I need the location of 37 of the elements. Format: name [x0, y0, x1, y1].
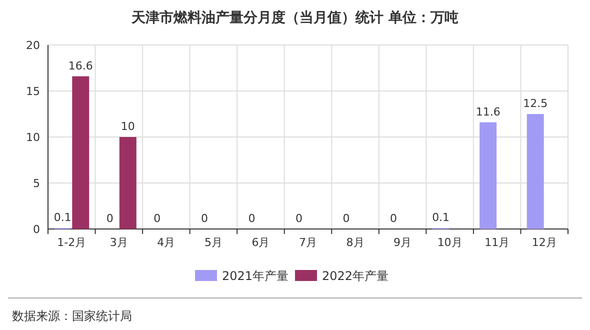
- data-label: 0: [200, 212, 208, 225]
- bar: [119, 137, 136, 229]
- x-tick-label: 12月: [532, 236, 557, 249]
- y-tick-label: 20: [26, 39, 40, 52]
- bar: [526, 114, 544, 229]
- data-label: 0.1: [54, 211, 72, 224]
- bar: [480, 122, 497, 229]
- y-tick-label: 5: [33, 177, 40, 190]
- x-tick-label: 8月: [346, 236, 364, 249]
- x-tick-label: 7月: [299, 236, 317, 249]
- data-label: 0: [154, 212, 161, 225]
- x-tick-label: 11月: [484, 236, 510, 249]
- data-label: 16.6: [68, 59, 93, 72]
- data-label: 0.1: [432, 211, 450, 224]
- y-tick-label: 0: [33, 223, 40, 236]
- data-label: 0: [342, 212, 350, 225]
- x-tick-label: 6月: [252, 236, 270, 249]
- data-label: 0: [106, 212, 114, 225]
- x-tick-label: 5月: [204, 236, 222, 249]
- data-label: 0: [296, 212, 302, 225]
- x-tick-label: 4月: [157, 236, 176, 249]
- x-tick-label: 3月: [110, 236, 128, 249]
- data-label: 0: [248, 212, 256, 225]
- x-tick-label: 10月: [437, 236, 462, 249]
- data-label: 10: [120, 120, 135, 133]
- x-tick-label: 9月: [394, 236, 412, 249]
- data-label: 11.6: [476, 105, 500, 118]
- legend-label: 2022年产量: [322, 269, 389, 283]
- data-label: 12.5: [523, 97, 548, 110]
- bar: [72, 76, 90, 229]
- x-tick-label: 1-2月: [57, 236, 86, 249]
- source-note: 数据来源：国家统计局: [12, 309, 132, 323]
- legend-label: 2021年产量: [222, 269, 289, 283]
- data-label: 0: [390, 212, 398, 225]
- y-tick-label: 15: [26, 85, 40, 98]
- y-tick-label: 10: [26, 131, 40, 144]
- chart-title: 天津市燃料油产量分月度（当月值）统计 单位：万吨: [130, 9, 458, 26]
